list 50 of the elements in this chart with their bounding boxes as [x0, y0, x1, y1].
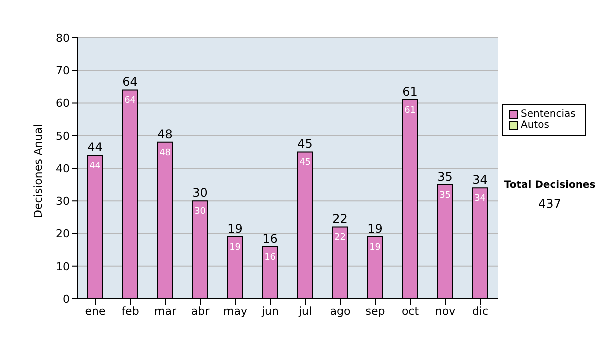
x-tick-label: ene	[85, 304, 106, 318]
total-label: 19	[368, 222, 383, 236]
y-tick-label: 70	[56, 64, 70, 78]
y-tick-label: 0	[63, 292, 70, 306]
total-label: 44	[88, 140, 103, 154]
total-label: 22	[332, 212, 348, 226]
data-label: 64	[124, 96, 136, 106]
data-label: 16	[264, 252, 276, 263]
data-label: 30	[194, 207, 206, 218]
x-tick-label: ago	[330, 304, 351, 318]
data-label: 61	[404, 106, 416, 116]
x-tick-label: oct	[402, 304, 420, 318]
x-tick-label: nov	[435, 304, 456, 318]
x-tick-label: mar	[154, 304, 177, 318]
x-tick-label: feb	[122, 304, 140, 318]
text: 437	[538, 197, 562, 211]
x-tick-label: jul	[298, 304, 312, 318]
y-axis-title: Decisiones Anual	[32, 124, 45, 218]
data-label: 19	[230, 243, 242, 254]
x-tick-label: dic	[472, 304, 489, 318]
data-label: 34	[474, 194, 486, 204]
legend-label: Autos	[521, 120, 550, 131]
total-label: 45	[298, 137, 313, 152]
total-label: 30	[192, 186, 208, 200]
y-tick-label: 40	[56, 162, 70, 176]
x-tick-label: abr	[191, 304, 210, 318]
x-tick-label: sep	[366, 304, 386, 318]
total-label: 34	[472, 173, 488, 188]
data-label: 48	[160, 148, 172, 158]
text: Total Decisiones	[503, 180, 597, 191]
total-label: 64	[122, 75, 138, 90]
total-label: 35	[438, 170, 453, 184]
data-label: 19	[370, 243, 382, 254]
y-tick-label: 30	[56, 195, 70, 208]
y-tick-label: 10	[56, 260, 70, 274]
x-tick-label: jun	[261, 304, 280, 318]
total-label: 19	[228, 222, 243, 236]
legend-label: Sentencias	[521, 109, 576, 120]
data-label: 45	[300, 158, 312, 168]
data-label: 44	[90, 161, 102, 172]
total-label: 48	[158, 127, 173, 142]
y-tick-label: 50	[56, 130, 70, 143]
y-tick-label: 60	[56, 97, 70, 110]
total-label: 61	[402, 84, 418, 99]
data-label: 35	[440, 190, 452, 201]
total-label: 16	[262, 232, 278, 246]
y-tick-label: 80	[56, 32, 70, 45]
y-tick-label: 20	[56, 228, 70, 241]
data-label: 22	[334, 233, 346, 244]
x-tick-label: may	[224, 304, 248, 318]
